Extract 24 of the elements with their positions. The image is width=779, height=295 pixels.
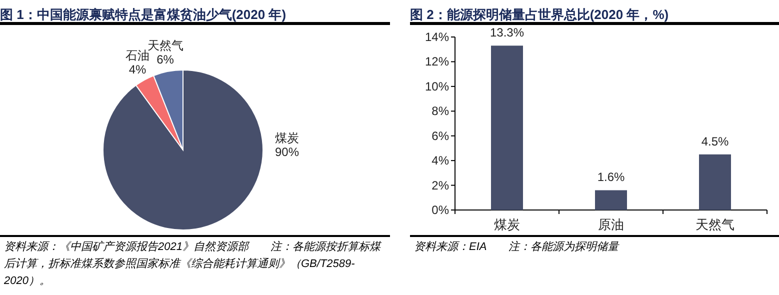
y-tick-label: 4% — [432, 154, 450, 168]
data-label: 13.3% — [490, 26, 524, 40]
y-tick-label: 12% — [424, 54, 450, 69]
text: 资料来源：《中国矿产资源报告2021》自然资源部 注：各能源按折算标煤后计算，折标准煤系数参照国家标准《综合能耗计算通则》（GB/T2589-2020）。 — [0, 235, 390, 292]
data-label: 90% — [275, 145, 300, 159]
data-label: 4% — [128, 62, 147, 76]
y-tick-label: 2% — [432, 178, 450, 192]
y-tick-label: 14% — [424, 30, 450, 44]
x-tick-label: 煤炭 — [494, 217, 520, 232]
chart-title: 图 1：中国能源禀赋特点是富煤贫油少气(2020 年) — [0, 0, 390, 25]
slice-label: 天然气 — [147, 38, 184, 52]
text: 资料来源：EIA 注：各能源为探明储量 — [410, 235, 779, 258]
data-label: 4.5% — [701, 134, 729, 148]
chart-title: 图 2：能源探明储量占世界总比(2020 年，%) — [410, 0, 779, 25]
y-tick-label: 0% — [432, 203, 450, 217]
y-tick-label: 6% — [432, 128, 450, 143]
data-label: 1.6% — [597, 170, 625, 184]
slice-label: 煤炭 — [275, 131, 299, 145]
y-tick-label: 8% — [432, 104, 450, 118]
x-tick-label: 天然气 — [696, 217, 734, 232]
x-tick-label: 原油 — [598, 217, 624, 232]
data-label: 6% — [156, 52, 174, 66]
y-tick-label: 10% — [424, 79, 450, 94]
slice-label: 石油 — [126, 48, 150, 62]
